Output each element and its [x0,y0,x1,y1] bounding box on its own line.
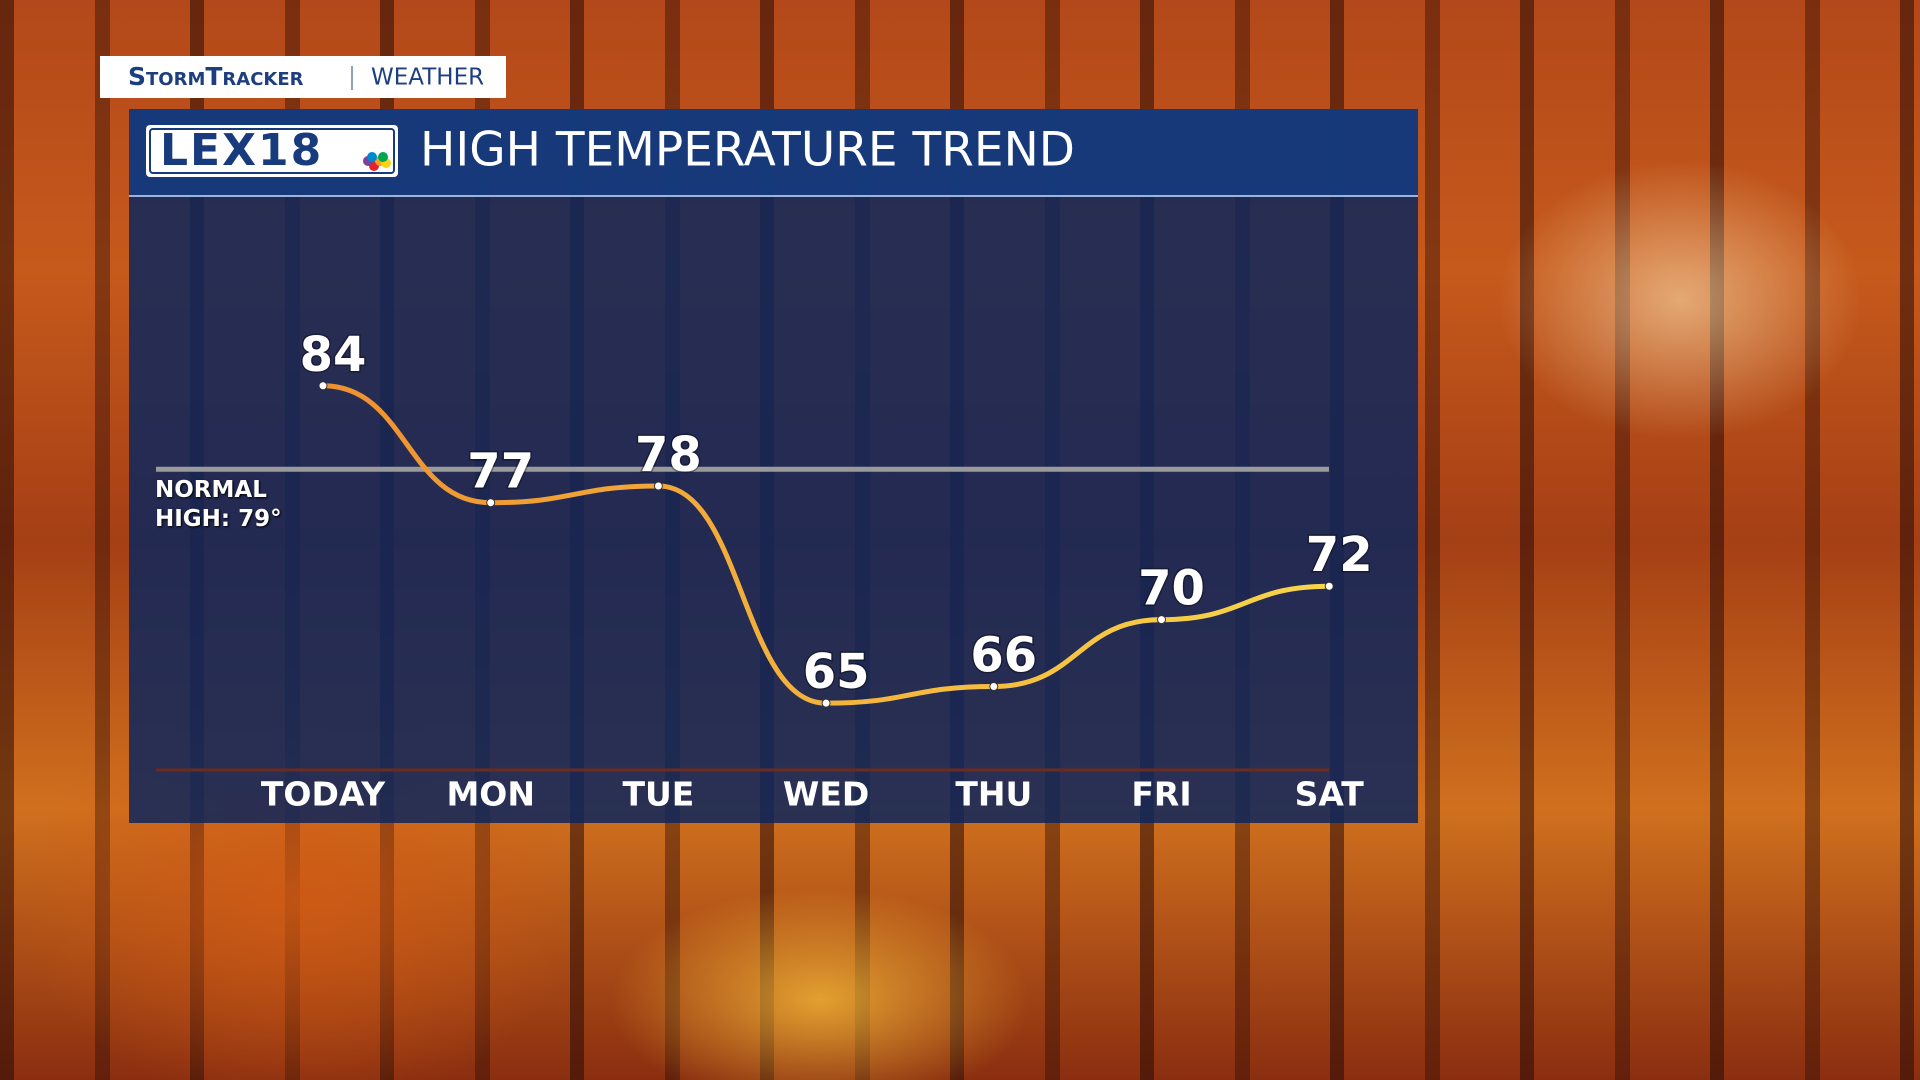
x-tick-label: MON [446,775,535,814]
x-tick-label: SAT [1295,775,1365,814]
data-point [989,681,999,691]
peacock [363,152,391,171]
brand-bar [100,56,506,98]
value-label: 72 [1306,527,1373,583]
x-tick-label: THU [955,775,1032,814]
value-label: 70 [1138,561,1205,617]
value-label: 65 [803,644,870,700]
x-tick-label: TUE [622,775,694,814]
stormtracker: StormTracker [128,62,304,91]
data-point [486,498,496,508]
data-point [1324,581,1334,591]
value-label: 77 [467,444,534,500]
logo-box [146,125,398,177]
value-label: 84 [300,327,367,383]
value-label: 78 [635,427,702,483]
panel [129,109,1418,823]
normal-high-label: NORMAL HIGH: 79° [155,477,282,532]
x-tick-label: FRI [1131,775,1191,814]
value-label: 66 [970,627,1037,683]
logo-frame [149,128,395,174]
data-point [1157,615,1166,625]
x-tick-label: TODAY [261,775,386,814]
chart-title: HIGH TEMPERATURE TREND [420,123,1075,178]
data-point [318,381,328,391]
x-tick-label: WED [783,775,869,814]
data-point [821,698,831,708]
logo: LEX18 [160,125,323,176]
data-point [653,481,663,491]
weather: WEATHER [371,65,484,91]
